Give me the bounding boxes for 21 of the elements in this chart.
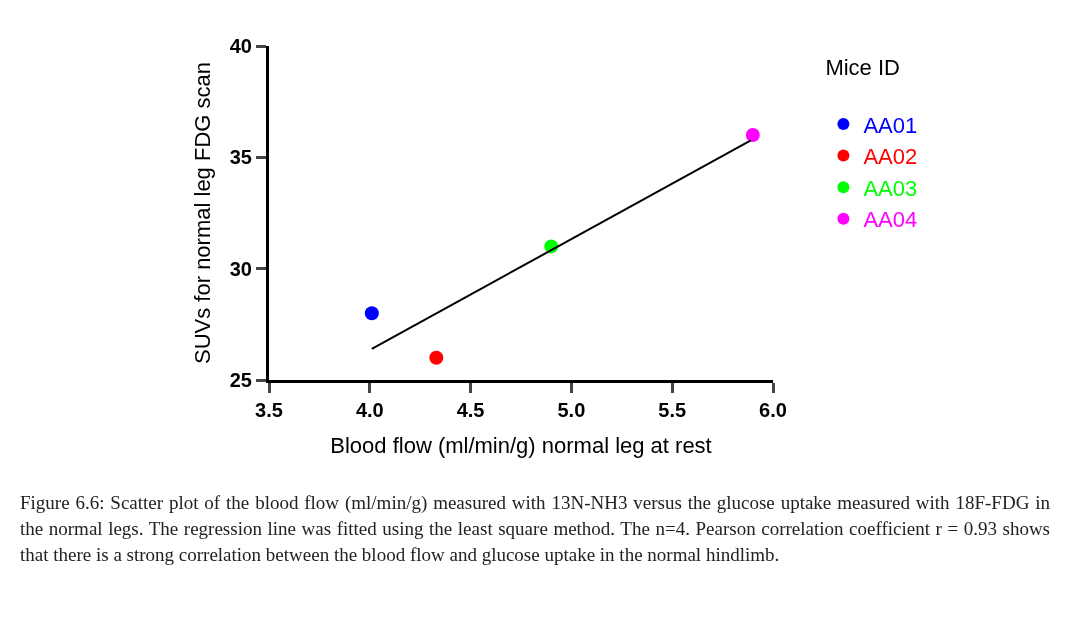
x-tick-label: 4.5 (456, 399, 485, 421)
point (429, 350, 444, 365)
legend-title: Mice ID (825, 54, 900, 80)
x-tick-label: 6.0 (759, 399, 787, 421)
x-tick-label: 3.5 (255, 399, 283, 421)
y-tick-label: 25 (229, 369, 252, 391)
y-tick-label: 30 (229, 257, 252, 280)
x-axis-title: Blood flow (ml/min/g) normal leg at rest (330, 432, 712, 458)
x-tick-label: 5.5 (658, 399, 687, 421)
legend-label: AA04 (863, 207, 918, 233)
y-tick-label: 40 (229, 35, 252, 57)
caption: Figure 6.6: Scatter plot of the blood flow (ml/min/g) measured with 13N-NH3 versus the glucose uptake measured with 18F-FDG in the normal legs. The regression line was fitted using the least square method. The n=4. Pearson correlation coefficient r = 0.93 shows that there is a strong correlation between the blood flow and glucose uptake in the normal hindlimb. (20, 491, 1050, 567)
x-tick-label: 5.0 (557, 399, 586, 421)
y-axis-title: SUVs for normal leg FDG scan (189, 62, 215, 364)
legend-label: AA02 (863, 144, 918, 170)
legend-label: AA01 (863, 112, 918, 138)
y-tick-label: 35 (229, 146, 252, 169)
legend-label: AA03 (863, 175, 918, 201)
point (745, 128, 760, 143)
point (364, 306, 379, 321)
x-tick-label: 4.0 (355, 399, 384, 421)
